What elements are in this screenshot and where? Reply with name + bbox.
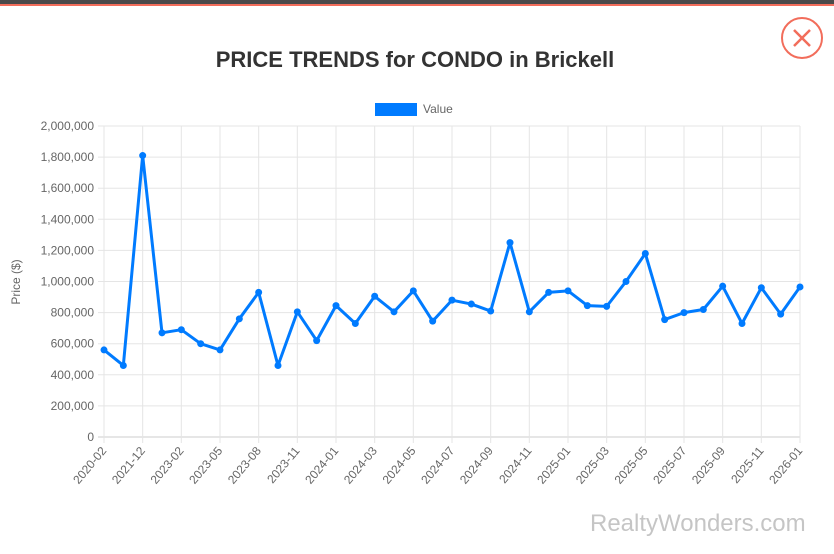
data-point (622, 278, 630, 285)
data-point (661, 316, 669, 324)
data-point (545, 288, 553, 296)
y-tick-label: 200,000 (51, 399, 95, 413)
data-point (216, 346, 224, 354)
data-point (429, 317, 437, 325)
x-tick-label: 2025-03 (573, 444, 612, 487)
data-point (332, 302, 340, 310)
data-point (177, 326, 185, 334)
watermark: RealtyWonders.com (590, 510, 806, 537)
x-tick-label: 2024-11 (496, 444, 535, 486)
legend[interactable]: Value (375, 102, 453, 116)
y-tick-label: 1,200,000 (41, 243, 95, 257)
close-x-icon (793, 29, 811, 47)
data-point (738, 319, 746, 327)
data-point (680, 309, 688, 317)
legend-swatch (375, 102, 417, 116)
x-tick-label: 2024-07 (418, 444, 457, 487)
data-point (448, 296, 456, 304)
data-point (351, 319, 359, 327)
x-tick-label: 2023-02 (148, 444, 187, 487)
legend-label: Value (423, 102, 453, 116)
data-point (641, 250, 649, 258)
x-tick-label: 2025-07 (650, 444, 689, 487)
data-point (100, 346, 108, 354)
y-axis-label: Price ($) (9, 259, 23, 304)
close-button[interactable] (781, 17, 823, 59)
x-tick-label: 2025-09 (689, 444, 728, 487)
x-tick-label: 2023-05 (186, 444, 225, 487)
y-tick-label: 1,800,000 (41, 150, 95, 164)
data-point (506, 239, 514, 247)
data-point (467, 300, 475, 308)
data-point (525, 308, 533, 316)
data-point (757, 284, 765, 292)
data-point (371, 292, 379, 300)
y-tick-label: 1,600,000 (41, 181, 95, 195)
data-point (293, 308, 301, 316)
y-tick-label: 0 (87, 430, 94, 444)
y-tick-label: 600,000 (51, 337, 95, 351)
data-point (255, 288, 263, 296)
x-tick-label: 2023-11 (264, 444, 303, 486)
x-tick-label: 2023-08 (225, 444, 264, 487)
x-tick-label: 2021-12 (109, 444, 148, 487)
header-accent-line (0, 4, 834, 6)
data-point (603, 302, 611, 310)
data-point (139, 152, 147, 160)
data-point (564, 287, 572, 295)
y-tick-label: 1,000,000 (41, 275, 95, 289)
data-point (583, 302, 591, 310)
data-point (235, 315, 243, 323)
data-point (796, 283, 804, 291)
data-point (119, 361, 127, 369)
data-point (719, 282, 727, 290)
data-point (158, 329, 166, 337)
data-point (197, 340, 205, 348)
chart-title: PRICE TRENDS for CONDO in Brickell (215, 47, 615, 72)
x-tick-label: 2026-01 (766, 444, 805, 487)
y-tick-label: 800,000 (51, 306, 95, 320)
x-tick-label: 2025-11 (728, 444, 767, 486)
x-tick-label: 2024-09 (457, 444, 496, 487)
x-tick-label: 2024-03 (341, 444, 380, 487)
data-point (699, 305, 707, 313)
x-tick-label: 2025-01 (534, 444, 573, 487)
y-tick-label: 400,000 (51, 368, 95, 382)
data-point (274, 361, 282, 369)
x-tick-label: 2024-05 (380, 444, 419, 487)
x-tick-label: 2020-02 (70, 444, 109, 487)
x-tick-label: 2025-05 (612, 444, 651, 487)
y-tick-label: 2,000,000 (41, 119, 95, 133)
data-point (390, 308, 398, 316)
x-tick-label: 2024-01 (302, 444, 341, 487)
data-point (777, 310, 785, 318)
data-point (313, 337, 321, 345)
y-tick-label: 1,400,000 (41, 212, 95, 226)
page-header-bar (0, 0, 834, 4)
data-point (487, 307, 495, 315)
data-point (409, 287, 417, 295)
